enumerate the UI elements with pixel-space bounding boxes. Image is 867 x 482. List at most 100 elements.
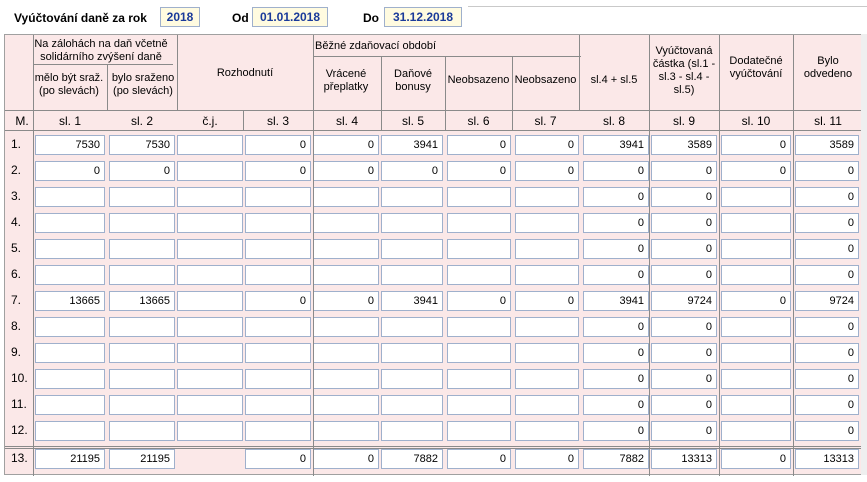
cell-input[interactable] [381,317,443,337]
cell-input[interactable] [245,343,311,363]
cell-input[interactable]: 0 [447,135,511,155]
cell-input[interactable]: 0 [583,213,649,233]
cell-input[interactable] [177,369,243,389]
cell-input[interactable]: 0 [583,161,649,181]
cell-input[interactable] [245,395,311,415]
cell-input[interactable]: 0 [795,213,859,233]
cell-input[interactable] [515,187,579,207]
cell-input[interactable] [245,187,311,207]
cell-input[interactable] [313,317,379,337]
cell-input[interactable] [35,317,105,337]
cell-input[interactable]: 0 [651,317,717,337]
cell-input[interactable] [35,421,105,441]
cell-input[interactable]: 0 [447,161,511,181]
cell-input[interactable]: 0 [651,421,717,441]
cell-input[interactable] [721,213,791,233]
cell-input[interactable] [177,135,243,155]
cell-input[interactable] [177,395,243,415]
cell-input[interactable]: 13665 [35,291,105,311]
cell-input[interactable] [515,369,579,389]
cell-input[interactable] [313,369,379,389]
cell-input[interactable]: 3589 [651,135,717,155]
cell-input[interactable] [177,239,243,259]
total-cell-input[interactable]: 7882 [583,449,649,469]
cell-input[interactable] [35,395,105,415]
cell-input[interactable] [447,421,511,441]
cell-input[interactable]: 0 [583,369,649,389]
cell-input[interactable] [447,317,511,337]
cell-input[interactable]: 0 [515,135,579,155]
total-cell-input[interactable]: 13313 [651,449,717,469]
cell-input[interactable]: 0 [313,161,379,181]
cell-input[interactable] [245,265,311,285]
cell-input[interactable]: 13665 [109,291,175,311]
cell-input[interactable] [381,265,443,285]
cell-input[interactable] [381,213,443,233]
cell-input[interactable] [35,213,105,233]
cell-input[interactable] [177,421,243,441]
cell-input[interactable] [721,395,791,415]
cell-input[interactable]: 0 [795,369,859,389]
cell-input[interactable] [313,213,379,233]
cell-input[interactable] [447,369,511,389]
cell-input[interactable]: 0 [583,239,649,259]
cell-input[interactable]: 0 [515,291,579,311]
date-from-field[interactable]: 01.01.2018 [252,7,328,27]
cell-input[interactable]: 0 [795,265,859,285]
cell-input[interactable]: 0 [583,421,649,441]
cell-input[interactable] [109,395,175,415]
cell-input[interactable]: 0 [651,239,717,259]
cell-input[interactable] [313,395,379,415]
total-cell-input[interactable]: 0 [245,449,311,469]
total-cell-input[interactable]: 0 [447,449,511,469]
cell-input[interactable]: 3941 [583,135,649,155]
cell-input[interactable] [245,239,311,259]
cell-input[interactable] [381,395,443,415]
cell-input[interactable]: 0 [35,161,105,181]
total-cell-input[interactable]: 13313 [795,449,859,469]
cell-input[interactable] [35,369,105,389]
cell-input[interactable]: 0 [795,161,859,181]
cell-input[interactable]: 0 [651,395,717,415]
cell-input[interactable] [109,343,175,363]
cell-input[interactable]: 0 [651,187,717,207]
cell-input[interactable]: 0 [795,395,859,415]
cell-input[interactable] [245,421,311,441]
cell-input[interactable] [381,239,443,259]
cell-input[interactable] [447,265,511,285]
cell-input[interactable]: 0 [795,239,859,259]
cell-input[interactable] [381,421,443,441]
cell-input[interactable] [721,369,791,389]
cell-input[interactable] [109,265,175,285]
cell-input[interactable]: 0 [245,135,311,155]
cell-input[interactable] [177,265,243,285]
tax-year-field[interactable]: 2018 [160,7,200,27]
cell-input[interactable] [109,421,175,441]
cell-input[interactable] [721,421,791,441]
cell-input[interactable] [177,161,243,181]
cell-input[interactable] [109,369,175,389]
cell-input[interactable]: 7530 [109,135,175,155]
cell-input[interactable] [177,291,243,311]
cell-input[interactable] [515,239,579,259]
cell-input[interactable] [381,343,443,363]
cell-input[interactable] [177,343,243,363]
cell-input[interactable]: 0 [583,265,649,285]
cell-input[interactable]: 0 [245,161,311,181]
cell-input[interactable]: 3589 [795,135,859,155]
cell-input[interactable]: 0 [583,395,649,415]
cell-input[interactable]: 0 [515,161,579,181]
cell-input[interactable] [313,343,379,363]
cell-input[interactable] [515,395,579,415]
cell-input[interactable]: 0 [447,291,511,311]
cell-input[interactable] [177,213,243,233]
cell-input[interactable]: 0 [721,291,791,311]
cell-input[interactable]: 0 [313,291,379,311]
cell-input[interactable] [313,187,379,207]
cell-input[interactable] [721,265,791,285]
cell-input[interactable]: 0 [795,343,859,363]
cell-input[interactable]: 0 [795,187,859,207]
total-cell-input[interactable]: 0 [313,449,379,469]
cell-input[interactable] [447,187,511,207]
cell-input[interactable] [109,187,175,207]
